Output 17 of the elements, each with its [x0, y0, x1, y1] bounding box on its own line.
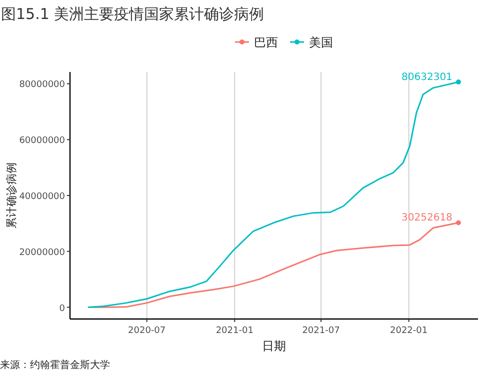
- x-tick-label: 2022-01: [390, 326, 428, 336]
- y-tick-label: 40000000: [19, 192, 66, 202]
- x-axis-title: 日期: [262, 339, 286, 353]
- y-axis-title: 累计确诊病例: [5, 162, 18, 228]
- legend-label: 巴西: [254, 36, 278, 50]
- data-label: 30252618: [402, 212, 452, 224]
- y-tick-label: 0: [59, 304, 66, 314]
- source-note: 来源：约翰霍普金斯大学: [0, 359, 110, 371]
- y-tick-label: 60000000: [19, 136, 66, 146]
- y-tick-label: 80000000: [19, 80, 66, 90]
- data-label: 80632301: [402, 72, 452, 83]
- x-tick-label: 2021-01: [216, 326, 254, 336]
- y-tick-label: 20000000: [19, 248, 66, 258]
- chart-title: 图15.1 美洲主要疫情国家累计确诊病例: [1, 5, 264, 23]
- legend-label: 美国: [309, 36, 333, 50]
- x-tick-label: 2021-07: [302, 326, 340, 336]
- x-tick-label: 2020-07: [128, 326, 166, 336]
